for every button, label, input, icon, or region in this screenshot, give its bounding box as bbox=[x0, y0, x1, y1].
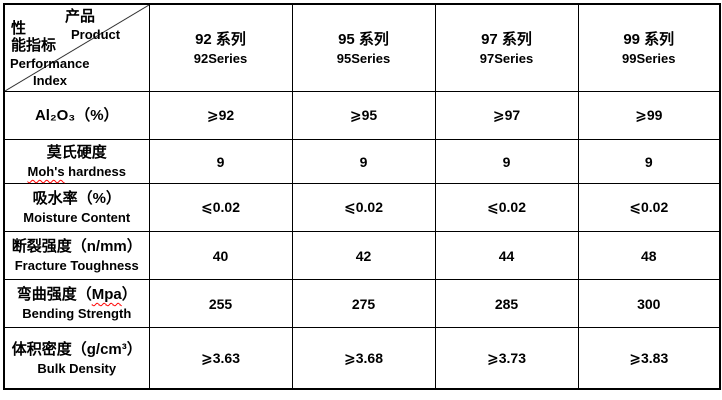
row-label-fracture-zh: 断裂强度（n/mm） bbox=[11, 238, 142, 255]
column-header-97-en: 97Series bbox=[479, 50, 534, 66]
row-label-mohs-hardness: 莫氏硬度 Moh's hardness bbox=[3, 139, 150, 184]
column-header-95-en: 95Series bbox=[336, 50, 391, 66]
column-header-92-series: 92 系列 92Series bbox=[148, 3, 293, 92]
row-label-fracture-toughness: 断裂强度（n/mm） Fracture Toughness bbox=[3, 231, 150, 280]
cell-bending-97series: 285 bbox=[434, 279, 579, 328]
cell-al2o3-95series: ⩾95 bbox=[291, 91, 436, 140]
corner-index-label-zh-line1: 性 bbox=[11, 20, 27, 37]
cell-bulk-97series: ⩾3.73 bbox=[434, 327, 579, 390]
row-label-al2o3: Al₂O₃（%） bbox=[3, 91, 150, 140]
row-label-bulk-zh: 体积密度（g/cm³） bbox=[11, 340, 142, 358]
row-label-moisture-zh: 吸水率（%） bbox=[32, 190, 121, 207]
row-bending-strength: 弯曲强度（Mpa） Bending Strength 255 275 285 3… bbox=[3, 279, 721, 328]
column-header-99-en: 99Series bbox=[622, 50, 676, 66]
row-label-mohs-en-rest: hardness bbox=[64, 164, 126, 179]
row-bulk-density: 体积密度（g/cm³） Bulk Density ⩾3.63 ⩾3.68 ⩾3.… bbox=[3, 327, 721, 390]
row-label-bending-zh-post: ） bbox=[121, 286, 137, 303]
cell-fracture-99series: 48 bbox=[577, 231, 721, 280]
spellcheck-underline-mpa: Mpa bbox=[91, 286, 122, 303]
cell-moisture-92series: ⩽0.02 bbox=[148, 183, 293, 232]
cell-al2o3-99series: ⩾99 bbox=[577, 91, 721, 140]
cell-bulk-99series: ⩾3.83 bbox=[577, 327, 721, 390]
row-label-al2o3-text: Al₂O₃（%） bbox=[34, 107, 119, 124]
cell-moisture-97series: ⩽0.02 bbox=[434, 183, 579, 232]
cell-mohs-99series: 9 bbox=[577, 139, 721, 184]
cell-al2o3-92series: ⩾92 bbox=[148, 91, 293, 140]
spellcheck-underline-mohs: Moh's bbox=[27, 164, 65, 179]
row-label-bending-zh-pre: 弯曲强度（ bbox=[16, 286, 92, 303]
column-header-95-zh: 95 系列 bbox=[338, 30, 389, 48]
column-header-99-series: 99 系列 99Series bbox=[577, 3, 721, 92]
row-label-bending-strength: 弯曲强度（Mpa） Bending Strength bbox=[3, 279, 150, 328]
cell-moisture-95series: ⩽0.02 bbox=[291, 183, 436, 232]
corner-header-cell: 产品 Product 性 能指标 Performance Index bbox=[3, 3, 150, 92]
cell-bending-92series: 255 bbox=[148, 279, 293, 328]
row-label-bulk-en: Bulk Density bbox=[37, 360, 117, 376]
cell-fracture-97series: 44 bbox=[434, 231, 579, 280]
row-label-moisture-en: Moisture Content bbox=[23, 210, 131, 225]
column-header-97-zh: 97 系列 bbox=[481, 30, 532, 48]
row-label-moisture-content: 吸水率（%） Moisture Content bbox=[3, 183, 150, 232]
cell-al2o3-97series: ⩾97 bbox=[434, 91, 579, 140]
column-header-97-series: 97 系列 97Series bbox=[434, 3, 579, 92]
column-header-99-zh: 99 系列 bbox=[623, 30, 675, 48]
row-label-fracture-en: Fracture Toughness bbox=[14, 258, 139, 273]
cell-mohs-92series: 9 bbox=[148, 139, 293, 184]
row-fracture-toughness: 断裂强度（n/mm） Fracture Toughness 40 42 44 4… bbox=[3, 231, 721, 280]
row-label-bending-zh: 弯曲强度（Mpa） bbox=[5, 284, 149, 305]
corner-index-label-zh-line2: 能指标 bbox=[11, 37, 57, 54]
product-spec-table: 产品 Product 性 能指标 Performance Index 92 系列… bbox=[3, 3, 721, 390]
row-mohs-hardness: 莫氏硬度 Moh's hardness 9 9 9 9 bbox=[3, 139, 721, 184]
cell-bending-95series: 275 bbox=[291, 279, 436, 328]
corner-index-label-en-line1: Performance bbox=[10, 56, 90, 71]
cell-bulk-95series: ⩾3.68 bbox=[291, 327, 436, 390]
row-label-mohs-en: Moh's hardness bbox=[5, 163, 149, 181]
corner-product-label-zh: 产品 bbox=[65, 8, 96, 25]
cell-fracture-95series: 42 bbox=[291, 231, 436, 280]
row-al2o3: Al₂O₃（%） ⩾92 ⩾95 ⩾97 ⩾99 bbox=[3, 91, 721, 140]
row-label-bulk-density: 体积密度（g/cm³） Bulk Density bbox=[3, 327, 150, 390]
header-row: 产品 Product 性 能指标 Performance Index 92 系列… bbox=[3, 3, 721, 92]
cell-bulk-92series: ⩾3.63 bbox=[148, 327, 293, 390]
corner-index-label-en-line2: Index bbox=[33, 73, 67, 88]
corner-product-label-en: Product bbox=[71, 27, 121, 42]
row-label-bending-en: Bending Strength bbox=[22, 306, 132, 321]
cell-mohs-95series: 9 bbox=[291, 139, 436, 184]
cell-fracture-92series: 40 bbox=[148, 231, 293, 280]
cell-mohs-97series: 9 bbox=[434, 139, 579, 184]
column-header-92-zh: 92 系列 bbox=[195, 30, 246, 48]
cell-moisture-99series: ⩽0.02 bbox=[577, 183, 721, 232]
row-label-mohs-zh: 莫氏硬度 bbox=[46, 144, 107, 161]
column-header-92-en: 92Series bbox=[193, 50, 248, 66]
row-moisture-content: 吸水率（%） Moisture Content ⩽0.02 ⩽0.02 ⩽0.0… bbox=[3, 183, 721, 232]
cell-bending-99series: 300 bbox=[577, 279, 721, 328]
column-header-95-series: 95 系列 95Series bbox=[291, 3, 436, 92]
